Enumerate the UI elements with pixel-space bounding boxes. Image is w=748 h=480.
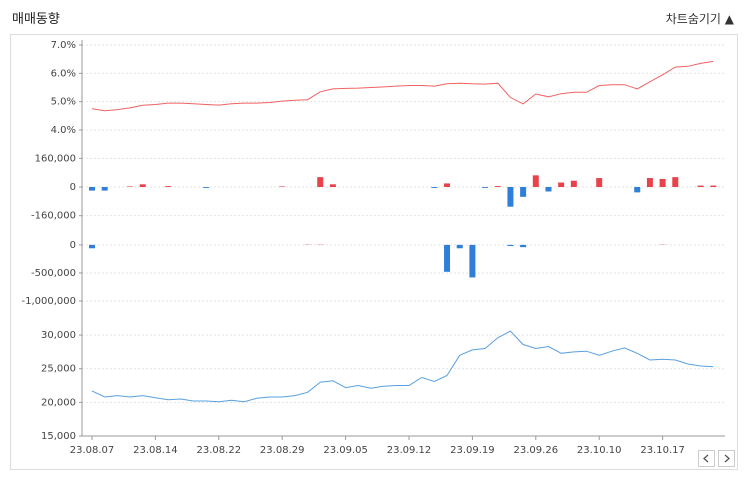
bar	[634, 187, 641, 193]
bar	[672, 177, 679, 187]
bar	[570, 180, 577, 187]
x-tick-label: 23.10.10	[577, 445, 622, 456]
bar	[456, 244, 463, 249]
bar	[431, 187, 438, 188]
bar	[507, 244, 514, 247]
y-tick-label: 20,000	[41, 397, 76, 408]
y-tick-label: 6.0%	[51, 68, 76, 79]
y-tick-label: 160,000	[35, 153, 76, 164]
bar	[507, 187, 514, 207]
bar	[532, 175, 539, 187]
x-tick-label: 23.10.17	[640, 445, 685, 456]
y-tick-label: -1,000,000	[21, 296, 76, 307]
bar	[520, 244, 527, 248]
x-tick-label: 23.08.07	[70, 445, 115, 456]
y-tick-label: 5.0%	[51, 97, 76, 108]
prev-icon	[703, 454, 709, 463]
section-title: 매매동향	[12, 12, 60, 27]
hide-chart-toggle[interactable]: 차트숨기기 ▲	[665, 12, 734, 26]
y-tick-label: 0	[70, 182, 76, 193]
bar	[89, 244, 95, 249]
line	[91, 330, 714, 403]
bar	[520, 187, 527, 197]
y-tick-label: -160,000	[31, 211, 76, 222]
line	[91, 60, 714, 112]
bar	[329, 184, 336, 187]
x-tick-label: 23.08.22	[197, 445, 242, 456]
bar	[127, 186, 134, 187]
y-tick-label: 0	[70, 240, 76, 251]
bar	[165, 186, 172, 187]
bar	[494, 186, 501, 187]
y-tick-label: 7.0%	[51, 40, 76, 51]
bar	[279, 186, 286, 187]
bar	[469, 244, 476, 278]
bar	[558, 182, 565, 187]
x-tick-label: 23.09.19	[450, 445, 495, 456]
y-tick-label: 4.0%	[51, 125, 76, 136]
bar	[317, 177, 324, 187]
bar	[444, 183, 451, 187]
bar	[710, 185, 717, 187]
bar	[482, 187, 489, 188]
x-tick-label: 23.09.05	[323, 445, 368, 456]
bar	[659, 178, 666, 187]
chart-box	[10, 34, 738, 470]
x-tick-label: 23.09.26	[514, 445, 559, 456]
next-button[interactable]	[718, 450, 735, 467]
bar	[596, 178, 603, 187]
prev-button[interactable]	[698, 450, 715, 467]
y-tick-label: -500,000	[31, 268, 76, 279]
y-tick-label: 15,000	[41, 431, 76, 442]
bar	[444, 244, 451, 272]
bar	[101, 187, 108, 191]
bar	[646, 178, 653, 187]
bar	[139, 184, 146, 187]
y-tick-label: 25,000	[41, 364, 76, 375]
x-tick-label: 23.08.29	[260, 445, 305, 456]
bar	[203, 187, 210, 188]
bar	[89, 187, 95, 191]
y-tick-label: 30,000	[41, 330, 76, 341]
x-tick-label: 23.09.12	[387, 445, 432, 456]
bar	[697, 185, 704, 187]
bar	[545, 187, 552, 192]
next-icon	[724, 454, 730, 463]
x-tick-label: 23.08.14	[133, 445, 178, 456]
